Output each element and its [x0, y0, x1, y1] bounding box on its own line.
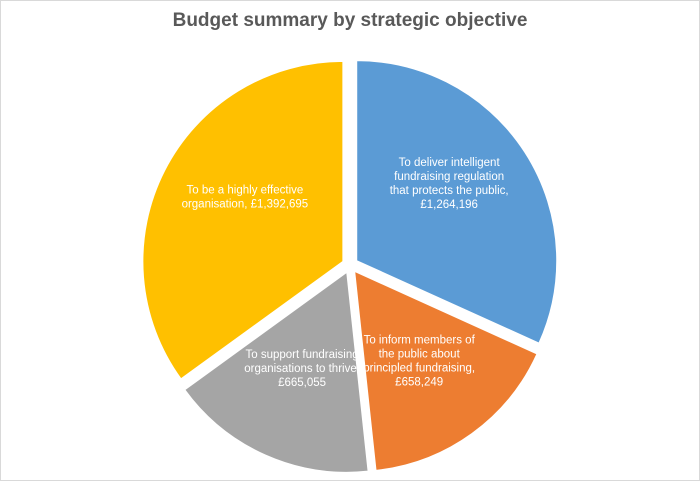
slice-label-line: the public about	[379, 349, 461, 361]
slice-label-line: To deliver intelligent	[399, 157, 501, 169]
pie-slice-3	[184, 271, 369, 473]
pie-slice-2	[354, 270, 538, 471]
slice-label-line: fundraising regulation	[394, 171, 504, 183]
pie-slice-4	[142, 60, 344, 380]
slice-label-line: that protects the public,	[390, 185, 509, 197]
slice-data-label-3: To support fundraising organisations to t…	[244, 349, 360, 389]
slice-label-line: £658,249	[395, 377, 443, 389]
slice-data-label-1: To deliver intelligent fundraising regula…	[390, 157, 509, 211]
slice-data-label-2: To inform members of the public about prin…	[363, 335, 475, 389]
slice-label-line: organisations to thrive,	[244, 363, 360, 375]
slice-label-line: To inform members of	[364, 335, 476, 347]
slice-label-line: principled fundraising,	[363, 363, 475, 375]
pie-slice-1	[356, 60, 558, 344]
slice-label-line: organisation, £1,392,695	[182, 198, 309, 210]
slice-data-label-4: To be a highly effective organisation, £1…	[182, 184, 309, 210]
chart-title: Budget summary by strategic objective	[172, 10, 528, 31]
slice-label-line: To be a highly effective	[186, 184, 303, 196]
slice-label-line: £1,264,196	[420, 199, 478, 211]
slice-label-line: To support fundraising	[246, 349, 359, 361]
slice-label-line: £665,055	[278, 377, 326, 389]
